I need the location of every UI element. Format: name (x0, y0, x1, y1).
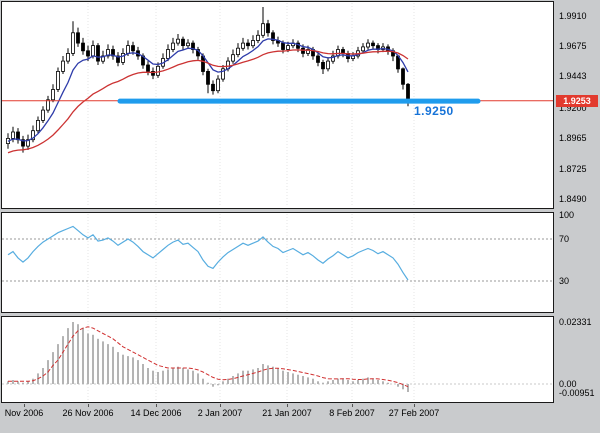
oscillator-axis-label: 30 (559, 276, 570, 286)
date-axis-label: 27 Feb 2007 (388, 408, 440, 418)
date-axis-tick (414, 404, 415, 407)
macd-gridlines (2, 318, 553, 401)
date-axis-tick (88, 404, 89, 407)
date-axis-tick (287, 404, 288, 407)
date-axis-label: 8 Feb 2007 (329, 408, 375, 418)
date-axis-label: Nov 2006 (4, 408, 44, 418)
date-axis-tick (156, 404, 157, 407)
oscillator-axis-label: 100 (559, 210, 575, 220)
price-panel: 1.9250 (1, 1, 554, 209)
oscillator-panel (1, 212, 554, 313)
macd-canvas (2, 318, 553, 401)
macd-histogram (7, 322, 409, 392)
price-axis-label: 1.9910 (559, 11, 587, 21)
price-axis-label: 1.8490 (559, 194, 587, 204)
date-axis-tick (220, 404, 221, 407)
oscillator-line (7, 225, 409, 281)
date-axis-tick (352, 404, 353, 407)
date-axis-label: 2 Jan 2007 (197, 408, 243, 418)
date-axis-tick (24, 404, 25, 407)
macd-axis-label: 0.00 (559, 379, 577, 389)
price-axis-label: 1.8725 (559, 163, 587, 174)
macd-axis-label: 0.02331 (559, 316, 592, 327)
date-axis-label: 21 Jan 2007 (262, 408, 312, 418)
support-level-label: 1.9250 (414, 104, 454, 118)
current-price-badge: 1.9253 (556, 94, 598, 107)
date-axis-label: 14 Dec 2006 (130, 408, 182, 418)
oscillator-gridlines (2, 214, 553, 311)
price-axis-label: 1.9200 (559, 102, 587, 113)
price-axis-label: 1.9443 (559, 71, 587, 82)
date-axis-label: 26 Nov 2006 (62, 408, 114, 418)
macd-axis-label: -0.00951 (559, 388, 595, 398)
price-gridlines (87, 3, 415, 207)
slow-ma-line (7, 49, 409, 154)
macd-signal-line (8, 326, 409, 388)
price-chart-canvas (2, 3, 553, 207)
macd-panel (1, 316, 554, 403)
candlestick-series (6, 7, 410, 153)
price-axis-label: 1.9675 (559, 41, 587, 52)
price-axis-label: 1.8965 (559, 132, 587, 143)
oscillator-axis-label: 70 (559, 234, 570, 244)
oscillator-canvas (2, 214, 553, 311)
